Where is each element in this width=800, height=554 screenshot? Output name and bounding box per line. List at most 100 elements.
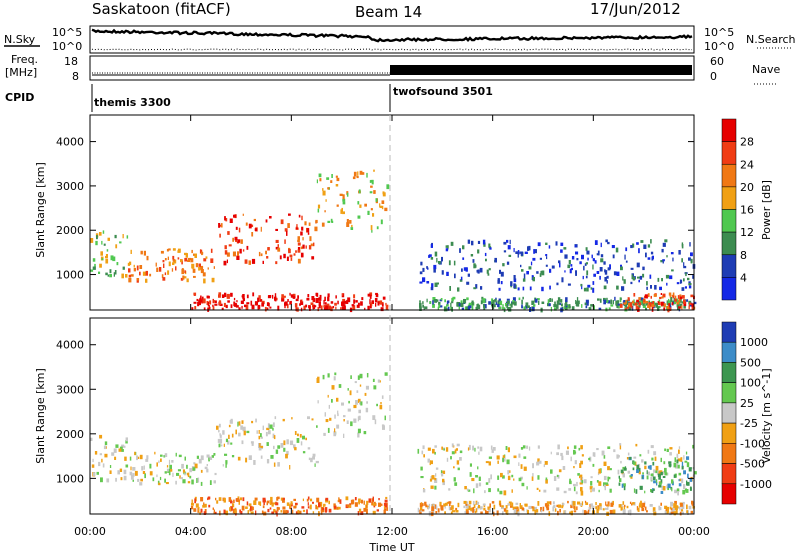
heatmap-cell [314,226,318,232]
heatmap-cell [492,299,495,305]
heatmap-cell [521,507,524,511]
heatmap-cell [355,400,358,405]
heatmap-cell [302,244,305,249]
heatmap-cell [583,265,585,271]
heatmap-cell [159,476,162,481]
heatmap-cell [198,506,200,512]
heatmap-cell [254,497,258,501]
cpid-mode-2: twofsound 3501 [393,85,493,98]
heatmap-cell [564,254,568,259]
heatmap-cell [190,258,194,263]
heatmap-cell [331,174,333,178]
heatmap-cell [507,503,510,506]
heatmap-cell [650,239,652,244]
heatmap-cell [259,299,263,302]
heatmap-cell [575,491,578,495]
heatmap-cell [366,508,368,514]
heatmap-cell [469,463,472,467]
heatmap-cell [246,430,250,434]
heatmap-cell [325,419,329,423]
heatmap-cell [277,445,281,449]
heatmap-cell [475,508,478,513]
heatmap-cell [689,242,691,247]
heatmap-cell [588,506,591,512]
heatmap-cell [307,502,309,506]
heatmap-cell [473,263,476,269]
heatmap-cell [202,504,206,508]
heatmap-cell [296,224,298,228]
heatmap-cell [486,269,489,274]
heatmap-cell [488,488,491,493]
colorbar-segment [721,186,737,210]
heatmap-cell [574,460,577,465]
heatmap-cell [642,266,645,271]
heatmap-cell [617,303,621,306]
heatmap-cell [688,257,691,261]
heatmap-cell [686,462,690,468]
heatmap-cell [168,459,171,465]
heatmap-cell [632,467,635,471]
heatmap-cell [674,500,677,505]
heatmap-cell [460,300,463,305]
heatmap-cell [219,438,223,444]
heatmap-cell [316,506,319,510]
heatmap-cell [327,373,330,378]
heatmap-cell [307,447,311,450]
heatmap-cell [679,506,681,511]
heatmap-cell [206,468,209,473]
heatmap-cell [653,480,656,484]
heatmap-cell [485,509,487,515]
heatmap-cell [302,435,305,440]
heatmap-cell [669,447,673,450]
heatmap-cell [509,470,511,473]
heatmap-cell [142,471,146,474]
heatmap-cell [510,285,513,288]
heatmap-cell [581,304,583,308]
heatmap-cell [242,298,245,302]
heatmap-cell [99,453,102,456]
heatmap-cell [322,507,325,511]
heatmap-cell [592,463,595,467]
heatmap-cell [543,464,545,468]
heatmap-cell [266,302,269,306]
heatmap-cell [627,452,630,456]
heatmap-cell [242,294,245,299]
heatmap-cell [577,501,581,505]
heatmap-cell [664,239,668,243]
heatmap-cell [534,298,538,303]
heatmap-cell [525,305,528,309]
heatmap-cell [290,501,293,505]
heatmap-cell [628,306,632,311]
heatmap-cell [353,418,357,423]
heatmap-cell [444,506,446,509]
heatmap-cell [242,213,244,216]
heatmap-cell [560,452,563,457]
heatmap-cell [266,427,270,431]
heatmap-cell [475,475,478,478]
heatmap-cell [374,298,378,303]
heatmap-cell [205,256,208,259]
heatmap-cell [170,469,173,472]
heatmap-cell [491,449,494,453]
heatmap-cell [281,297,285,302]
heatmap-cell [164,453,168,457]
heatmap-cell [285,509,288,515]
heatmap-cell [528,446,531,451]
heatmap-cell [433,268,436,273]
heatmap-cell [329,417,332,421]
heatmap-cell [264,499,266,503]
colorbar-segment [721,164,737,188]
heatmap-cell [522,278,526,282]
heatmap-cell [208,504,211,508]
heatmap-cell [455,507,458,511]
heatmap-cell [660,457,662,463]
heatmap-cell [317,208,320,213]
heatmap-cell [660,479,663,484]
heatmap-cell [203,511,207,515]
heatmap-cell [382,296,386,300]
heatmap-cell [690,486,692,491]
heatmap-cell [482,298,486,303]
heatmap-cell [268,302,270,307]
heatmap-cell [424,306,428,310]
heatmap-cell [331,399,333,403]
